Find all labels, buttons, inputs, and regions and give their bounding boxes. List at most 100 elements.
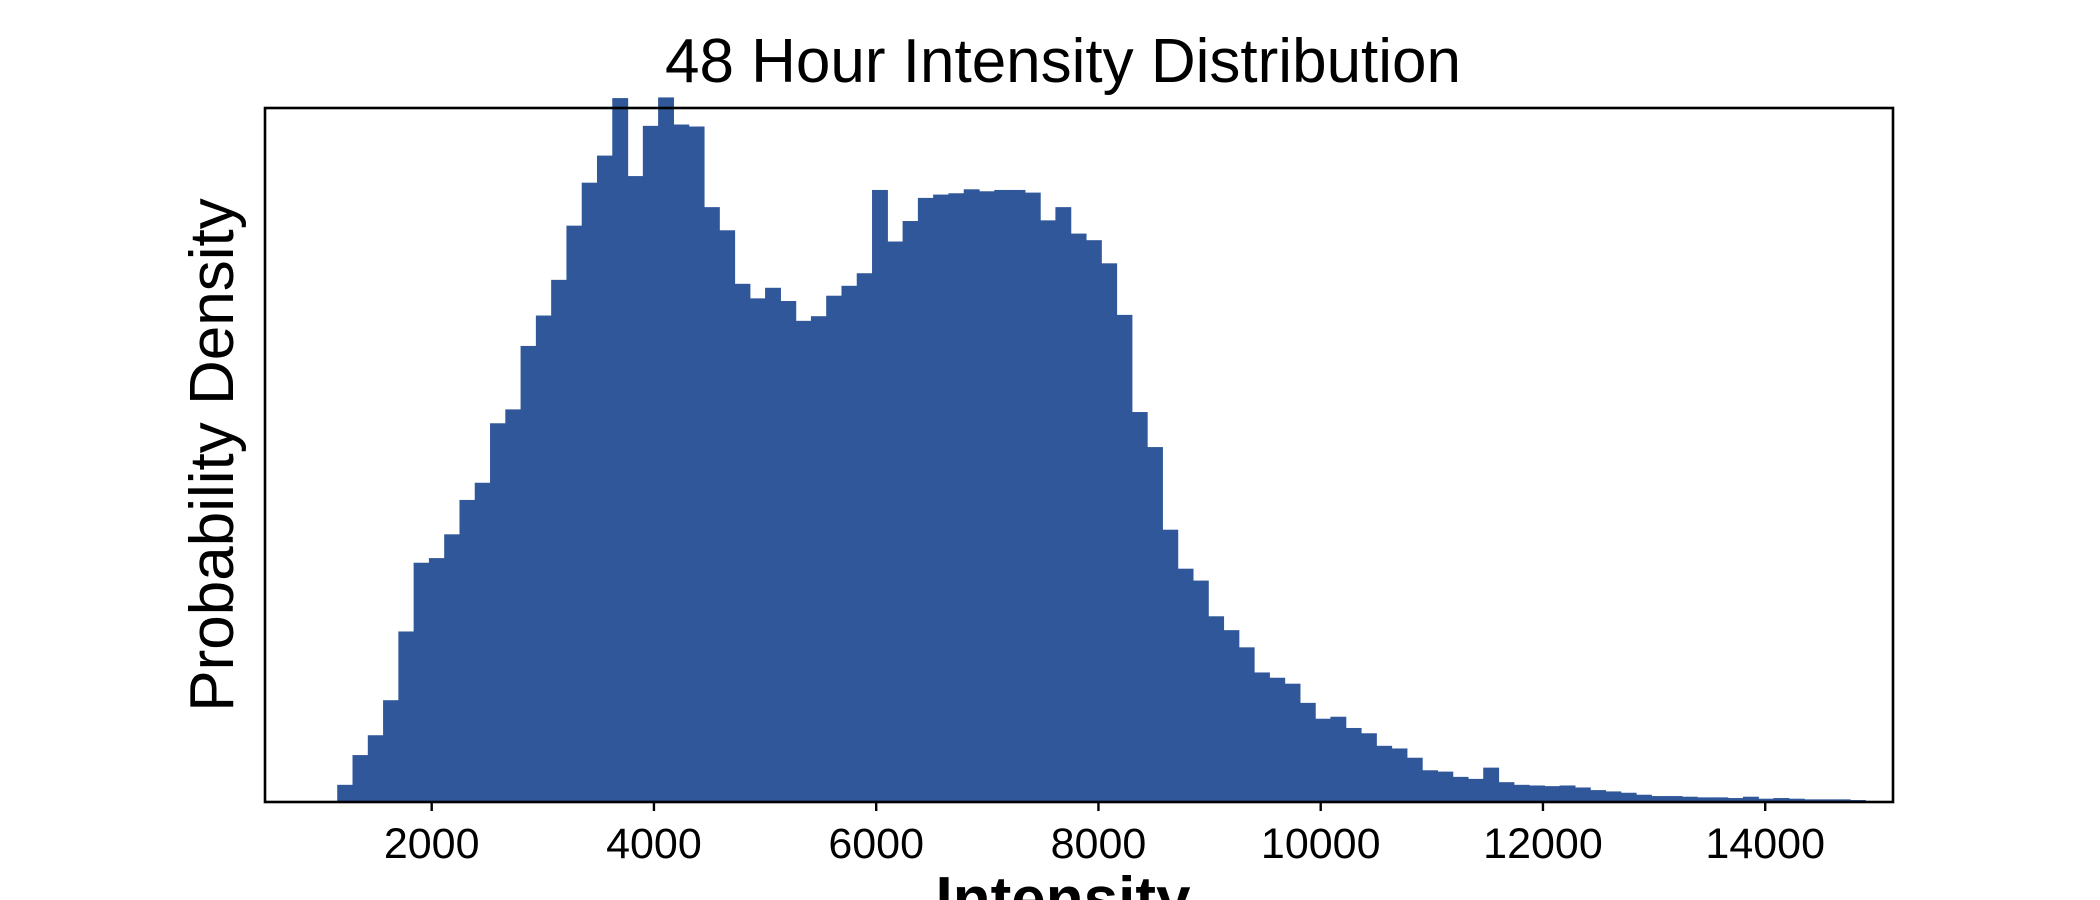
x-axis-ticks: 2000 4000 6000 8000 10000 12000 14000 — [384, 802, 1825, 868]
histogram-bar — [566, 225, 583, 802]
x-tick-label: 4000 — [606, 820, 702, 868]
histogram-bar — [398, 631, 415, 802]
histogram-bar — [887, 241, 904, 802]
histogram-bar — [978, 191, 995, 802]
histogram-bars — [337, 97, 1866, 803]
histogram-bar — [902, 221, 919, 802]
histogram-bar — [1299, 702, 1316, 802]
histogram-bar — [826, 295, 843, 802]
histogram-bar — [1391, 748, 1408, 802]
histogram-bar — [1605, 791, 1622, 802]
histogram-bar — [810, 316, 827, 802]
histogram-bar — [474, 482, 491, 802]
histogram-bar — [428, 558, 445, 802]
histogram-bar — [1284, 683, 1301, 802]
histogram-bar — [1819, 799, 1836, 802]
histogram-bar — [367, 735, 384, 802]
histogram-bar — [444, 534, 461, 802]
histogram-bar — [1620, 792, 1637, 802]
histogram-bar — [352, 755, 369, 802]
histogram-bar — [673, 124, 690, 802]
histogram-bar — [535, 315, 552, 802]
histogram-bar — [1376, 745, 1393, 802]
histogram-bar — [963, 189, 980, 803]
histogram-bar — [917, 197, 934, 802]
x-tick-label: 8000 — [1051, 820, 1147, 868]
histogram-bar — [1834, 799, 1851, 802]
histogram-bar — [459, 499, 476, 802]
histogram-bar — [872, 189, 888, 802]
histogram-bar — [1254, 672, 1270, 802]
histogram-bar — [1636, 794, 1652, 802]
histogram-bar — [1651, 796, 1668, 802]
histogram-bar — [1529, 785, 1545, 802]
histogram-bar — [1788, 798, 1805, 802]
histogram-bar — [1330, 716, 1347, 802]
histogram-bar — [1116, 314, 1133, 802]
histogram-bar — [1727, 798, 1744, 802]
histogram-bar — [1223, 630, 1240, 802]
histogram-bar — [703, 207, 720, 802]
histogram-bar — [1559, 785, 1576, 802]
x-tick-label: 10000 — [1261, 820, 1381, 868]
histogram-bar — [1758, 798, 1775, 802]
histogram-bar — [490, 423, 506, 802]
histogram-bar — [1574, 787, 1591, 802]
histogram-bar — [551, 279, 568, 803]
histogram-bar — [1697, 797, 1714, 802]
histogram-bar — [1024, 192, 1041, 803]
histogram-bar — [1804, 799, 1820, 802]
chart-title: 48 Hour Intensity Distribution — [665, 27, 1461, 96]
histogram-bar — [520, 345, 537, 802]
histogram-bar — [1498, 782, 1515, 802]
x-axis-label: Intensity — [936, 865, 1191, 900]
histogram-bar — [688, 126, 705, 802]
histogram-bar — [994, 189, 1011, 802]
histogram-bar — [1467, 778, 1484, 802]
histogram-bar — [1162, 529, 1179, 802]
histogram-bar — [1360, 733, 1377, 802]
histogram-bar — [1681, 796, 1698, 802]
histogram-bar — [612, 98, 629, 803]
histogram-bar — [1773, 798, 1790, 802]
histogram-bar — [1544, 786, 1561, 802]
histogram-bar — [1452, 776, 1469, 802]
histogram-bar — [642, 125, 659, 803]
histogram-bar — [1131, 412, 1148, 802]
histogram-bar — [1177, 568, 1194, 802]
histogram-bar — [765, 287, 781, 802]
histogram-bar — [413, 562, 430, 802]
histogram-bar — [795, 320, 812, 802]
x-tick-label: 6000 — [828, 820, 924, 868]
histogram-bar — [1192, 580, 1209, 802]
x-tick-label: 14000 — [1705, 820, 1825, 868]
histogram-bar — [1208, 616, 1225, 802]
histogram-bar — [1345, 727, 1362, 802]
histogram-bar — [1712, 797, 1729, 802]
histogram-bar — [658, 97, 674, 803]
histogram-bar — [1269, 677, 1286, 802]
histogram-bar — [719, 230, 736, 802]
plot-frame — [263, 106, 1895, 804]
histogram-bar — [581, 182, 598, 802]
histogram-bar — [1070, 233, 1087, 802]
histogram-bar — [596, 155, 613, 803]
x-tick-label: 2000 — [384, 820, 480, 868]
histogram-bar — [1085, 240, 1102, 802]
histogram-bar — [1009, 189, 1026, 802]
histogram-bar — [1513, 784, 1530, 802]
y-axis-label: Probability Density — [178, 198, 247, 711]
histogram-bar — [383, 700, 399, 802]
histogram-bar — [1666, 796, 1683, 802]
histogram-bar — [1101, 263, 1118, 802]
histogram-bar — [1406, 757, 1423, 802]
histogram-bar — [1437, 771, 1454, 802]
histogram-bar — [1742, 796, 1759, 802]
histogram-bar — [1147, 447, 1163, 802]
histogram-bar — [1590, 790, 1607, 802]
histogram-bar — [627, 176, 644, 802]
histogram-bar — [856, 273, 873, 802]
histogram-bar — [734, 283, 751, 802]
histogram-bar — [948, 193, 965, 802]
